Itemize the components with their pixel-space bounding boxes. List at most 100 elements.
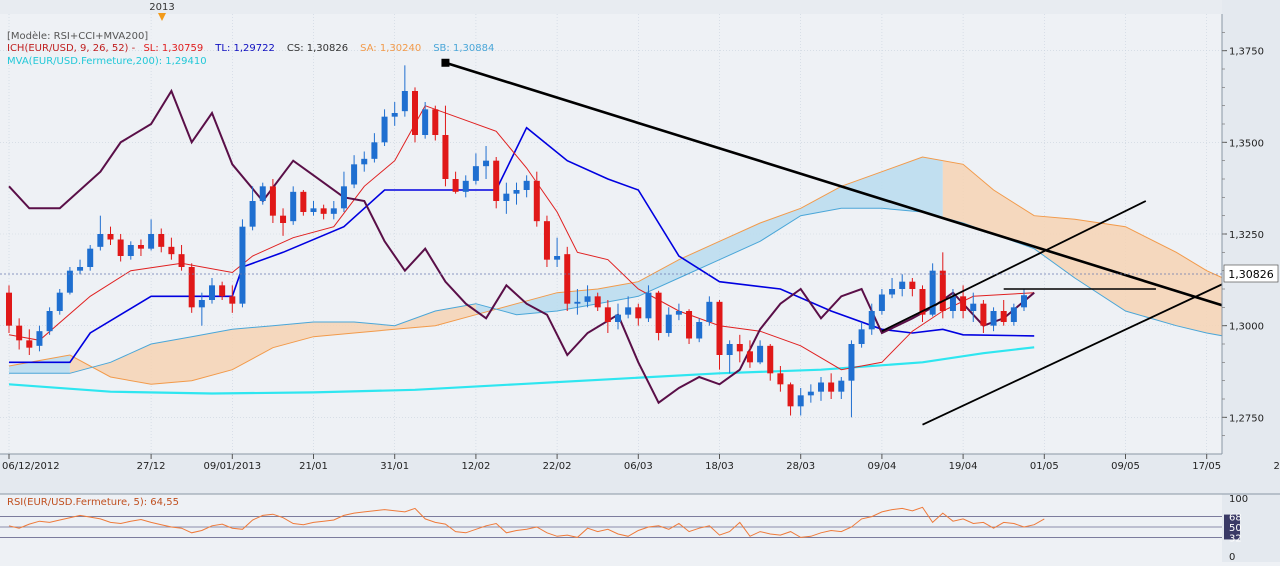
- ichimoku-lines: [8, 88, 1035, 405]
- candle-body: [330, 208, 337, 214]
- candle-body: [290, 191, 297, 222]
- candle-body: [239, 226, 246, 304]
- grid: [0, 14, 1222, 454]
- candle-body: [198, 300, 205, 308]
- mva-200-line: [8, 346, 1035, 395]
- date-tick-label: 31/01: [380, 461, 409, 472]
- date-tick-label: 09/01/2013: [203, 461, 261, 472]
- legend-tl: TL: 1,29722: [214, 43, 275, 54]
- rsi-line: [8, 506, 1045, 538]
- candle-body: [46, 311, 53, 332]
- candle-body: [6, 292, 12, 326]
- candle-body: [625, 307, 632, 315]
- candle-body: [838, 380, 845, 392]
- price-tick-label: 1,3250: [1229, 230, 1264, 241]
- candle-body: [148, 234, 155, 249]
- trendline-start-handle[interactable]: [441, 58, 450, 67]
- date-axis: 06/12/2012 27/12 09/01/2013 21/01 31/01 12/02…: [2, 454, 1280, 472]
- candle-body: [422, 109, 429, 135]
- kumo-bullish: [9, 355, 70, 374]
- candle-body: [564, 254, 571, 304]
- candle-body: [310, 208, 317, 212]
- candle-body: [97, 234, 104, 247]
- candle-body: [696, 322, 703, 339]
- price-tick-label: 1,2750: [1229, 413, 1264, 424]
- candle-body: [1000, 311, 1007, 322]
- candle-body: [391, 113, 398, 117]
- candle-body: [828, 382, 835, 392]
- legend-mva: MVA(EUR/USD.Fermeture,200): 1,29410: [7, 56, 207, 67]
- rsi-tick-label: 0: [1229, 552, 1235, 562]
- candle-body: [36, 331, 43, 346]
- candle-body: [381, 116, 388, 143]
- candle-body: [1010, 307, 1017, 322]
- candle-body: [736, 344, 743, 352]
- candle-body: [706, 301, 713, 322]
- rsi-panel[interactable]: [0, 494, 1222, 562]
- date-tick-label: 01/05: [1030, 461, 1059, 472]
- candle-body: [797, 395, 804, 407]
- price-axis: 1,3750 1,3500 1,3250 1,3000 1,2750: [1222, 31, 1264, 437]
- candle-body: [899, 281, 906, 289]
- candle-body: [280, 215, 287, 223]
- candle-body: [452, 179, 459, 192]
- candle-body: [909, 281, 916, 289]
- candle-body: [980, 303, 987, 326]
- candle-body: [340, 186, 347, 209]
- candle-body: [503, 193, 510, 201]
- year-marker-arrow-icon[interactable]: [158, 13, 166, 21]
- candle-body: [716, 301, 723, 355]
- date-tick-label: 28/03: [786, 461, 815, 472]
- price-tick-label: 1,3750: [1229, 47, 1264, 58]
- candle-body: [26, 340, 33, 348]
- date-tick-label: 27/12: [137, 461, 166, 472]
- date-tick-label: 06/12/2012: [2, 461, 60, 472]
- date-tick-label: 09/04: [867, 461, 896, 472]
- candle-body: [635, 307, 642, 319]
- candle-body: [807, 391, 814, 396]
- candle-body: [493, 160, 500, 201]
- legend-sa: SA: 1,30240: [360, 43, 421, 54]
- candle-body: [878, 294, 885, 311]
- candle-body: [178, 254, 185, 267]
- candle-body: [858, 329, 865, 344]
- kumo-bullish: [475, 157, 943, 315]
- legend-model: [Modèle: RSI+CCI+MVA200]: [7, 30, 148, 42]
- candle-body: [787, 384, 794, 407]
- year-marker-label: 2013: [149, 2, 174, 13]
- candle-body: [209, 285, 215, 300]
- trendline-channel-lower[interactable]: [922, 271, 1248, 426]
- candle-body: [56, 292, 63, 311]
- legend-ichimoku: ICH(EUR/USD, 9, 26, 52) - SL: 1,30759 TL:…: [7, 43, 494, 54]
- candle-body: [351, 164, 358, 185]
- candle-body: [107, 234, 114, 240]
- candle-body: [219, 285, 226, 297]
- price-tick-label: 1,3000: [1229, 322, 1264, 333]
- kijun-sen-line: [9, 126, 1035, 364]
- senkou-span-a-line: [8, 156, 1280, 385]
- price-tick-label: 1,3500: [1229, 138, 1264, 149]
- trendline-channel-upper[interactable]: [881, 200, 1147, 332]
- candle-body: [412, 91, 418, 135]
- legend-cs: CS: 1,30826: [287, 43, 348, 54]
- top-timeline: [0, 0, 1222, 14]
- candle-body: [929, 270, 936, 315]
- trendlines[interactable]: [441, 58, 1280, 426]
- rsi-title: RSI(EUR/USD.Fermeture, 5): 64,55: [7, 497, 179, 508]
- candle-body: [868, 311, 875, 330]
- candle-body: [726, 344, 733, 355]
- candle-body: [137, 245, 144, 249]
- trendline-resistance[interactable]: [445, 61, 1280, 339]
- candle-body: [168, 246, 175, 255]
- date-tick-label: 21/01: [299, 461, 328, 472]
- candle-body: [970, 303, 977, 311]
- candle-body: [259, 186, 266, 201]
- candle-body: [229, 296, 236, 304]
- chikou-span-line: [8, 88, 1035, 405]
- candle-body: [675, 311, 682, 315]
- candle-body: [188, 267, 195, 308]
- candle-body: [960, 296, 967, 311]
